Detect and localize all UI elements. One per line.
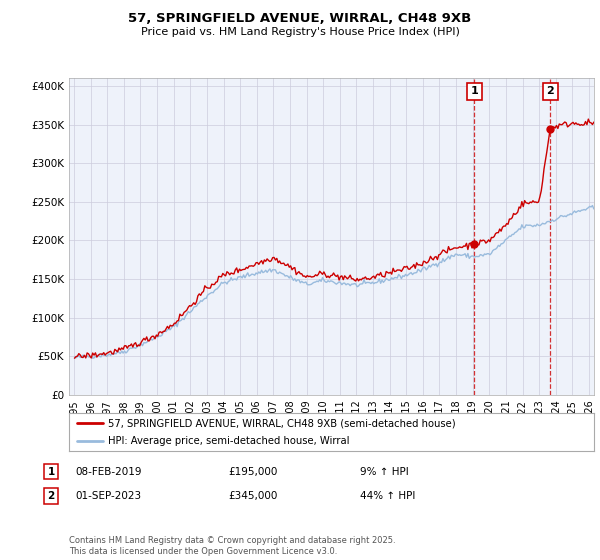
Text: 9% ↑ HPI: 9% ↑ HPI bbox=[360, 466, 409, 477]
Text: £345,000: £345,000 bbox=[228, 491, 277, 501]
Text: 01-SEP-2023: 01-SEP-2023 bbox=[75, 491, 141, 501]
Text: 57, SPRINGFIELD AVENUE, WIRRAL, CH48 9XB (semi-detached house): 57, SPRINGFIELD AVENUE, WIRRAL, CH48 9XB… bbox=[109, 418, 456, 428]
Text: HPI: Average price, semi-detached house, Wirral: HPI: Average price, semi-detached house,… bbox=[109, 436, 350, 446]
Text: 1: 1 bbox=[470, 86, 478, 96]
Text: 1: 1 bbox=[47, 466, 55, 477]
Text: Price paid vs. HM Land Registry's House Price Index (HPI): Price paid vs. HM Land Registry's House … bbox=[140, 27, 460, 37]
Text: 44% ↑ HPI: 44% ↑ HPI bbox=[360, 491, 415, 501]
Text: 57, SPRINGFIELD AVENUE, WIRRAL, CH48 9XB: 57, SPRINGFIELD AVENUE, WIRRAL, CH48 9XB bbox=[128, 12, 472, 25]
Text: Contains HM Land Registry data © Crown copyright and database right 2025.
This d: Contains HM Land Registry data © Crown c… bbox=[69, 536, 395, 556]
Text: 08-FEB-2019: 08-FEB-2019 bbox=[75, 466, 142, 477]
Text: £195,000: £195,000 bbox=[228, 466, 277, 477]
Text: 2: 2 bbox=[547, 86, 554, 96]
Text: 2: 2 bbox=[47, 491, 55, 501]
